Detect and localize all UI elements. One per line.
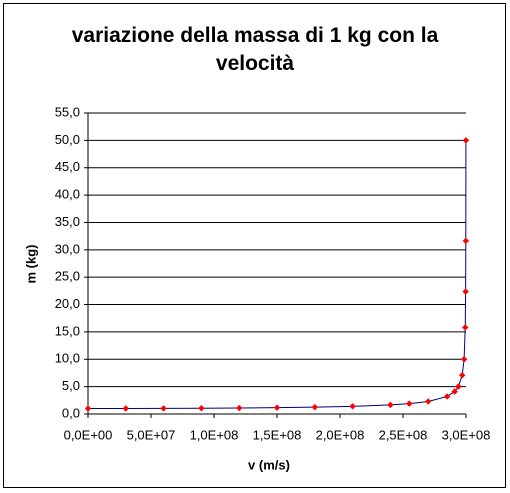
marker [235,404,243,412]
marker [424,398,432,405]
marker [455,383,462,390]
series-line [87,140,467,410]
y-tick-label: 10,0 [55,351,80,366]
marker [462,137,470,144]
x-tick-label: 3,0E+08 [442,427,491,442]
marker [311,403,319,411]
y-tick-label: 55,0 [55,104,80,119]
x-tick-label: 5,0E+07 [127,427,176,442]
marker [84,405,92,412]
marker [387,401,394,409]
marker [349,403,356,410]
y-tick-label: 20,0 [55,296,80,311]
y-tick-label: 15,0 [55,323,80,338]
chart-title: variazione della massa di 1 kg con la ve… [71,24,439,75]
x-tick-label: 1,5E+08 [253,427,302,442]
marker [462,288,469,295]
marker [406,400,413,407]
x-tick-label: 2,5E+08 [379,427,428,442]
marker [198,405,205,412]
y-tick-label: 5,0 [62,378,80,393]
y-tick-label: 40,0 [55,187,80,202]
marker [122,405,130,412]
marker [462,237,470,245]
y-tick-label: 0,0 [62,405,80,420]
y-tick-label: 30,0 [55,241,80,256]
y-tick-label: 50,0 [55,132,80,147]
x-tick-label: 0,0E+00 [64,427,113,442]
marker [460,356,468,363]
y-tick-label: 25,0 [55,269,80,284]
x-tick-label: 1,0E+08 [190,427,239,442]
marker [443,393,451,400]
y-tick-label: 45,0 [55,159,80,174]
marker [462,324,469,331]
x-axis-title: v (m/s) [248,457,290,472]
marker [459,371,466,379]
y-tick-label: 35,0 [55,214,80,229]
marker [160,405,167,412]
x-tick-label: 2,0E+08 [316,427,365,442]
y-axis-title: m (kg) [23,245,38,284]
marker [451,388,458,395]
marker [273,404,281,411]
